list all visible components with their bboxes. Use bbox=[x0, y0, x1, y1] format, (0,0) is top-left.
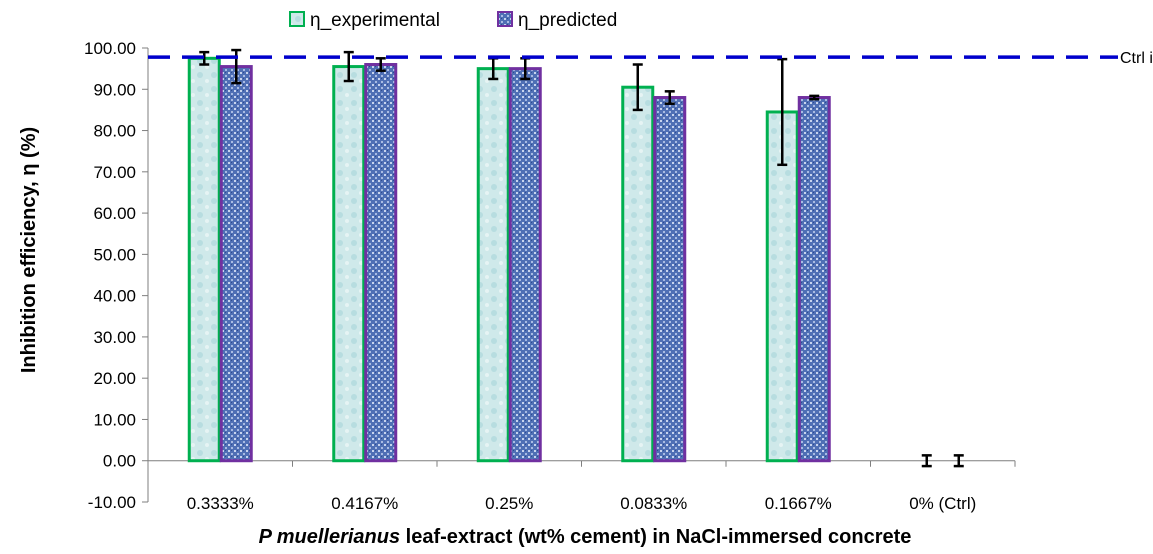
x-axis-title-rest: leaf-extract (wt% cement) in NaCl-immers… bbox=[400, 526, 911, 548]
bar bbox=[653, 96, 687, 463]
x-tick-label: 0% (Ctrl) bbox=[909, 494, 976, 513]
y-tick-label: -10.00 bbox=[88, 493, 136, 512]
x-axis: 0.3333% 0.4167% 0.25% 0.0833% 0.1667% 0% (Ctr… bbox=[147, 460, 1016, 513]
bar bbox=[476, 67, 510, 463]
x-tick-label: 0.1667% bbox=[765, 494, 832, 513]
legend-swatch bbox=[289, 11, 305, 27]
bars bbox=[187, 56, 831, 463]
legend: η_experimental η_predicted bbox=[289, 10, 617, 31]
y-axis-title: Inhibition efficiency, η (%) bbox=[18, 127, 40, 373]
reference-line-label: Ctrl in Water bbox=[1120, 50, 1153, 67]
bar bbox=[621, 85, 655, 463]
y-tick-label: 100.00 bbox=[84, 39, 136, 58]
y-tick-label: 10.00 bbox=[93, 410, 136, 429]
bar bbox=[219, 65, 253, 463]
error-bars bbox=[199, 48, 964, 468]
y-axis: -10.00 0.00 10.00 20.00 30.00 40.00 50.00 60.00… bbox=[84, 39, 149, 512]
x-tick-label: 0.25% bbox=[485, 494, 533, 513]
x-tick-label: 0.0833% bbox=[620, 494, 687, 513]
bar bbox=[187, 56, 221, 463]
x-tick-label: 0.4167% bbox=[331, 494, 398, 513]
legend-label: η_predicted bbox=[518, 10, 617, 31]
y-tick-label: 40.00 bbox=[93, 287, 136, 306]
bar bbox=[364, 63, 398, 463]
y-tick-label: 70.00 bbox=[93, 163, 136, 182]
bar bbox=[797, 96, 831, 463]
y-tick-label: 60.00 bbox=[93, 204, 136, 223]
legend-label: η_experimental bbox=[310, 10, 440, 31]
bar bbox=[508, 67, 542, 463]
bar bbox=[332, 65, 366, 463]
legend-swatch bbox=[497, 11, 513, 27]
y-tick-label: 80.00 bbox=[93, 122, 136, 141]
y-tick-label: 0.00 bbox=[103, 452, 136, 471]
x-axis-title-italic: P muellerianus bbox=[259, 526, 401, 548]
y-tick-label: 90.00 bbox=[93, 80, 136, 99]
y-tick-label: 50.00 bbox=[93, 245, 136, 264]
y-tick-label: 30.00 bbox=[93, 328, 136, 347]
x-axis-title: P muellerianus leaf-extract (wt% cement)… bbox=[259, 526, 912, 548]
x-tick-label: 0.3333% bbox=[187, 494, 254, 513]
reference-line: Ctrl in Water bbox=[148, 50, 1153, 67]
y-tick-label: 20.00 bbox=[93, 369, 136, 388]
